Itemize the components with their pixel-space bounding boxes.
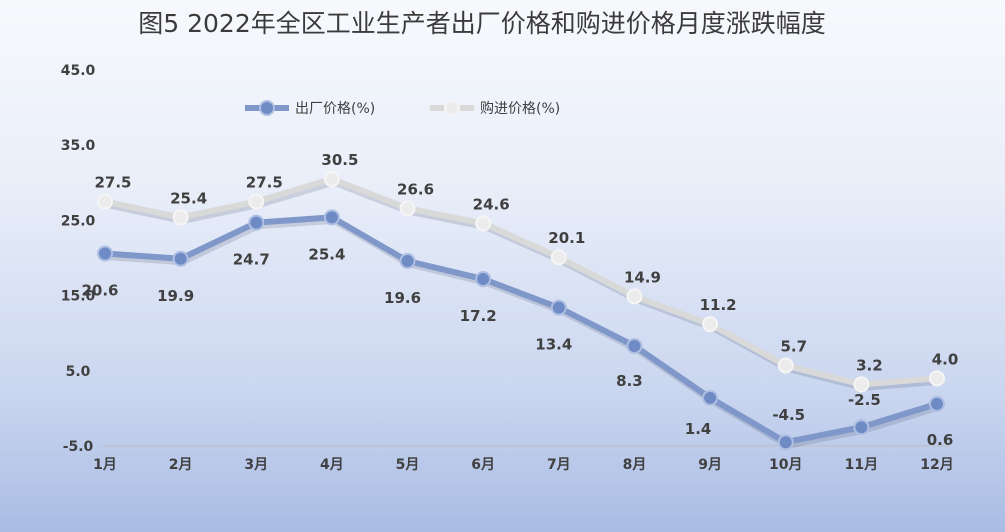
data-label-ex-factory: 19.9 (157, 287, 194, 305)
x-tick-label: 7月 (547, 457, 571, 473)
data-point (97, 193, 113, 210)
data-point (702, 316, 719, 333)
data-point (475, 271, 492, 288)
legend: 出厂价格(%) 购进价格(%) (245, 100, 560, 117)
data-point (702, 389, 719, 406)
data-labels: 27.5 25.4 27.5 30.5 26.6 24.6 20.1 14.9 11.2 5.7 3… (81, 151, 958, 449)
legend-label: 购进价格(%) (480, 101, 560, 117)
data-label-purchase: 11.2 (700, 296, 737, 314)
data-label-purchase: 27.5 (246, 174, 283, 192)
legend-item: 出厂价格(%) (245, 100, 375, 117)
y-tick-label: 35.0 (61, 138, 96, 154)
data-point (248, 193, 265, 210)
legend-marker (444, 100, 460, 116)
series-layer (97, 171, 945, 451)
data-label-ex-factory: 1.4 (685, 420, 712, 438)
data-point (172, 209, 189, 226)
data-label-purchase: 14.9 (624, 268, 661, 286)
x-tick-label: 6月 (471, 457, 495, 473)
data-label-ex-factory: 25.4 (308, 245, 345, 263)
data-label-purchase: 5.7 (780, 338, 807, 356)
chart-title: 图5 2022年全区工业生产者出厂价格和购进价格月度涨跌幅度 (138, 9, 825, 38)
data-point (323, 209, 340, 226)
x-tick-label: 3月 (244, 457, 268, 473)
y-axis: 45.0 35.0 25.0 15.0 5.0 -5.0 (61, 63, 96, 455)
data-point (929, 370, 945, 387)
data-label-purchase: 24.6 (473, 195, 510, 213)
data-label-ex-factory: 8.3 (616, 372, 643, 390)
x-tick-label: 9月 (698, 457, 722, 473)
y-tick-label: 15.0 (61, 289, 96, 305)
legend-label: 出厂价格(%) (295, 101, 375, 117)
data-point (853, 376, 870, 393)
data-point (777, 357, 794, 374)
x-axis: 1月 2月 3月 4月 5月 6月 7月 8月 9月 10月 11月 12月 (93, 457, 954, 473)
data-point (248, 214, 265, 231)
data-label-ex-factory: 24.7 (233, 251, 270, 269)
data-label-purchase: 3.2 (856, 356, 883, 374)
x-tick-label: 12月 (920, 457, 953, 473)
y-tick-label: -5.0 (63, 439, 94, 455)
data-label-ex-factory: 13.4 (535, 336, 572, 354)
data-label-ex-factory: 17.2 (460, 307, 497, 325)
data-label-ex-factory: 20.6 (81, 281, 118, 299)
data-label-purchase: 25.4 (170, 189, 207, 207)
data-label-purchase: 20.1 (548, 229, 585, 247)
data-point (777, 434, 794, 451)
x-tick-label: 10月 (769, 457, 802, 473)
x-tick-label: 8月 (623, 457, 647, 473)
x-tick-label: 4月 (320, 457, 344, 473)
data-point (323, 171, 340, 188)
data-label-ex-factory: 19.6 (384, 289, 421, 307)
data-label-ex-factory: -4.5 (772, 406, 805, 424)
data-label-ex-factory: 0.6 (927, 431, 954, 449)
data-point (626, 337, 643, 354)
data-point (399, 200, 416, 217)
y-tick-label: 5.0 (66, 364, 91, 380)
data-point (97, 245, 113, 262)
y-tick-label: 45.0 (61, 63, 96, 79)
data-point (929, 395, 945, 412)
data-point (853, 419, 870, 436)
series-line-purchase (104, 176, 938, 388)
x-tick-label: 1月 (93, 457, 117, 473)
data-point (172, 250, 189, 267)
data-point (626, 288, 643, 305)
data-label-purchase: 27.5 (94, 174, 131, 192)
y-tick-label: 25.0 (61, 213, 96, 229)
data-point (399, 253, 416, 270)
x-tick-label: 5月 (396, 457, 420, 473)
legend-item: 购进价格(%) (430, 100, 560, 117)
series-line-ex-factory (104, 214, 938, 446)
series-line-shadow (106, 178, 940, 391)
data-point (550, 299, 567, 316)
data-label-ex-factory: -2.5 (848, 391, 881, 409)
data-point (475, 215, 492, 232)
x-tick-label: 11月 (845, 457, 878, 473)
data-point (550, 249, 567, 266)
data-label-purchase: 26.6 (397, 180, 434, 198)
data-label-purchase: 30.5 (321, 151, 358, 169)
x-tick-label: 2月 (169, 457, 193, 473)
data-label-purchase: 4.0 (932, 350, 959, 368)
legend-marker (259, 100, 275, 116)
